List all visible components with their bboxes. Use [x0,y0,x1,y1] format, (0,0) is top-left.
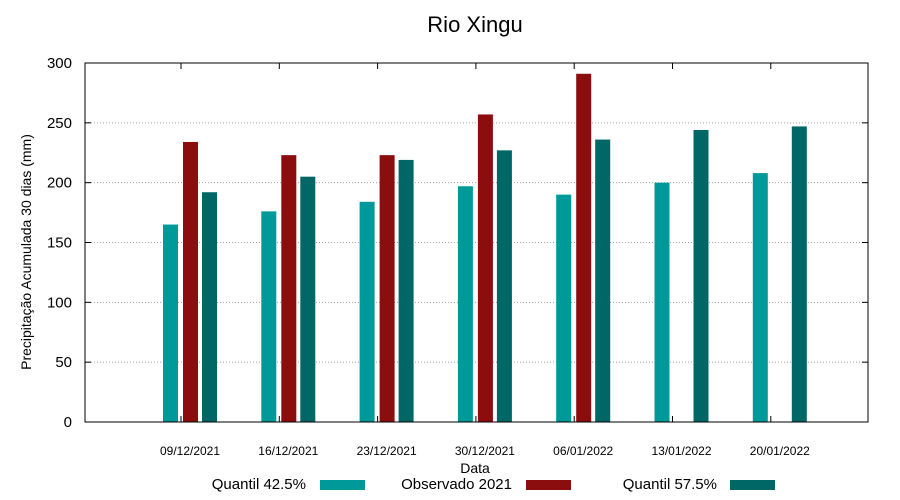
legend-swatch [320,480,365,490]
bar [595,139,611,422]
y-tick-label: 250 [47,115,72,132]
bar [202,192,217,422]
legend-label: Quantil 42.5% [212,476,306,493]
bar [281,155,297,423]
legend-swatch [730,480,775,490]
legend-label: Observado 2021 [401,476,512,493]
y-tick-label: 100 [47,294,72,311]
bar [496,150,512,422]
y-axis-label: Precipitação Acumulada 30 dias (mm) [18,134,34,370]
bar [379,155,395,423]
y-tick-label: 150 [47,235,72,252]
bar [398,159,414,422]
bar [183,141,198,423]
y-tick-label: 300 [47,55,72,72]
x-tick-label: 09/12/2021 [160,444,220,458]
bar [556,194,572,422]
y-axis-ticks: 0 50 100 150 200 250 300 [47,55,868,431]
y-tick-label: 200 [47,175,72,192]
x-tick-label: 13/01/2022 [651,444,711,458]
x-axis-ticks: 09/12/2021 16/12/2021 23/12/2021 30/12/2021… [160,63,810,458]
bar [752,173,768,422]
bar [163,224,178,422]
bar [576,73,592,423]
legend-label: Quantil 57.5% [623,476,717,493]
x-tick-label: 20/01/2022 [750,444,810,458]
bar [693,130,709,422]
legend: Quantil 42.5% Observado 2021 Quantil 57.5% [212,476,775,493]
bar [477,114,493,422]
bar [654,182,670,422]
bar [300,176,316,422]
legend-swatch [526,480,571,490]
bar [261,211,277,422]
x-axis-label: Data [460,460,490,476]
y-tick-label: 50 [55,354,72,371]
x-tick-label: 30/12/2021 [455,444,515,458]
x-tick-label: 06/01/2022 [553,444,613,458]
bar [457,186,473,422]
chart-title: Rio Xingu [427,12,522,37]
x-tick-label: 16/12/2021 [258,444,318,458]
x-tick-label: 23/12/2021 [357,444,417,458]
y-tick-label: 0 [64,414,72,431]
bar [791,126,807,422]
bars [163,73,807,423]
bar [359,201,375,422]
